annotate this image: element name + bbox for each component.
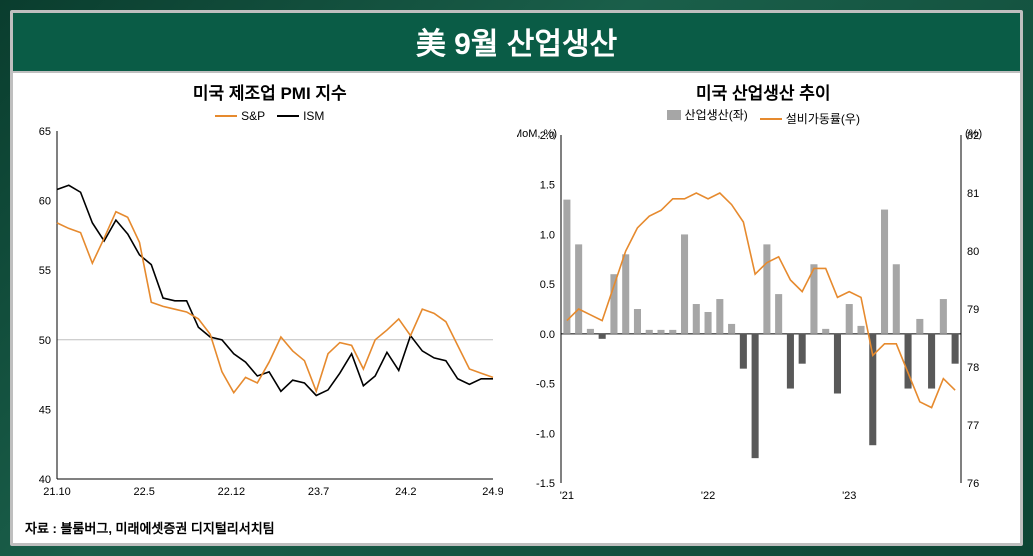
right-chart-title: 미국 산업생산 추이: [517, 79, 1011, 104]
legend-label: S&P: [241, 109, 265, 123]
svg-text:0.0: 0.0: [539, 329, 554, 341]
svg-text:76: 76: [967, 478, 979, 490]
svg-text:24.9: 24.9: [482, 486, 503, 498]
svg-text:77: 77: [967, 420, 979, 432]
svg-text:40: 40: [39, 474, 51, 486]
left-chart-svg: 40 45 50 55 60 65 21.10 22.5 22.12 23.7 24.2 24.9: [23, 123, 503, 503]
legend-item: 설비가동률(우): [760, 110, 860, 127]
svg-text:1.0: 1.0: [539, 229, 554, 241]
right-chart-svg: -1.5-1.0-0.50.00.51.01.52.07677787980818…: [517, 127, 997, 507]
svg-text:'22: '22: [700, 490, 714, 502]
legend-item: 산업생산(좌): [667, 106, 748, 123]
svg-text:(MoM, %): (MoM, %): [517, 128, 557, 140]
right-chart-legend: 산업생산(좌) 설비가동률(우): [517, 106, 1011, 127]
legend-item: ISM: [277, 109, 324, 123]
legend-swatch: [667, 110, 681, 120]
legend-label: 설비가동률(우): [786, 110, 860, 127]
svg-text:-1.5: -1.5: [536, 478, 555, 490]
svg-text:22.5: 22.5: [133, 486, 154, 498]
charts-row: 미국 제조업 PMI 지수 S&P ISM 40 45 50 55 60 65 21.10 22…: [13, 73, 1020, 523]
source-text: 자료 : 블룸버그, 미래에셋증권 디지털리서치팀: [25, 518, 275, 537]
svg-text:22.12: 22.12: [218, 486, 246, 498]
legend-swatch: [760, 118, 782, 120]
svg-text:21.10: 21.10: [43, 486, 71, 498]
svg-text:'23: '23: [842, 490, 856, 502]
svg-text:45: 45: [39, 404, 51, 416]
svg-text:-1.0: -1.0: [536, 428, 555, 440]
svg-text:24.2: 24.2: [395, 486, 416, 498]
legend-swatch: [277, 115, 299, 117]
legend-label: ISM: [303, 109, 324, 123]
left-chart-title: 미국 제조업 PMI 지수: [23, 79, 517, 104]
svg-text:55: 55: [39, 265, 51, 277]
main-panel: 美 9월 산업생산 미국 제조업 PMI 지수 S&P ISM 40 45 50 55 6…: [10, 10, 1023, 546]
svg-text:81: 81: [967, 188, 979, 200]
svg-text:-0.5: -0.5: [536, 379, 555, 391]
svg-text:65: 65: [39, 126, 51, 138]
svg-text:'21: '21: [559, 490, 573, 502]
svg-text:78: 78: [967, 362, 979, 374]
svg-text:80: 80: [967, 246, 979, 258]
title-bar: 美 9월 산업생산: [13, 13, 1020, 73]
left-chart-legend: S&P ISM: [23, 106, 517, 123]
svg-text:23.7: 23.7: [308, 486, 329, 498]
right-chart-column: 미국 산업생산 추이 산업생산(좌) 설비가동률(우) -1.5 -1.0 -0.5 0…: [517, 77, 1011, 523]
left-chart-column: 미국 제조업 PMI 지수 S&P ISM 40 45 50 55 60 65 21.10 22…: [23, 77, 517, 523]
legend-item: S&P: [215, 109, 265, 123]
legend-swatch: [215, 115, 237, 117]
svg-text:79: 79: [967, 304, 979, 316]
svg-text:50: 50: [39, 335, 51, 347]
page-title: 美 9월 산업생산: [416, 28, 617, 61]
svg-text:60: 60: [39, 196, 51, 208]
svg-text:1.5: 1.5: [539, 180, 554, 192]
legend-label: 산업생산(좌): [685, 106, 748, 123]
svg-text:(%): (%): [965, 128, 982, 140]
svg-text:0.5: 0.5: [539, 279, 554, 291]
